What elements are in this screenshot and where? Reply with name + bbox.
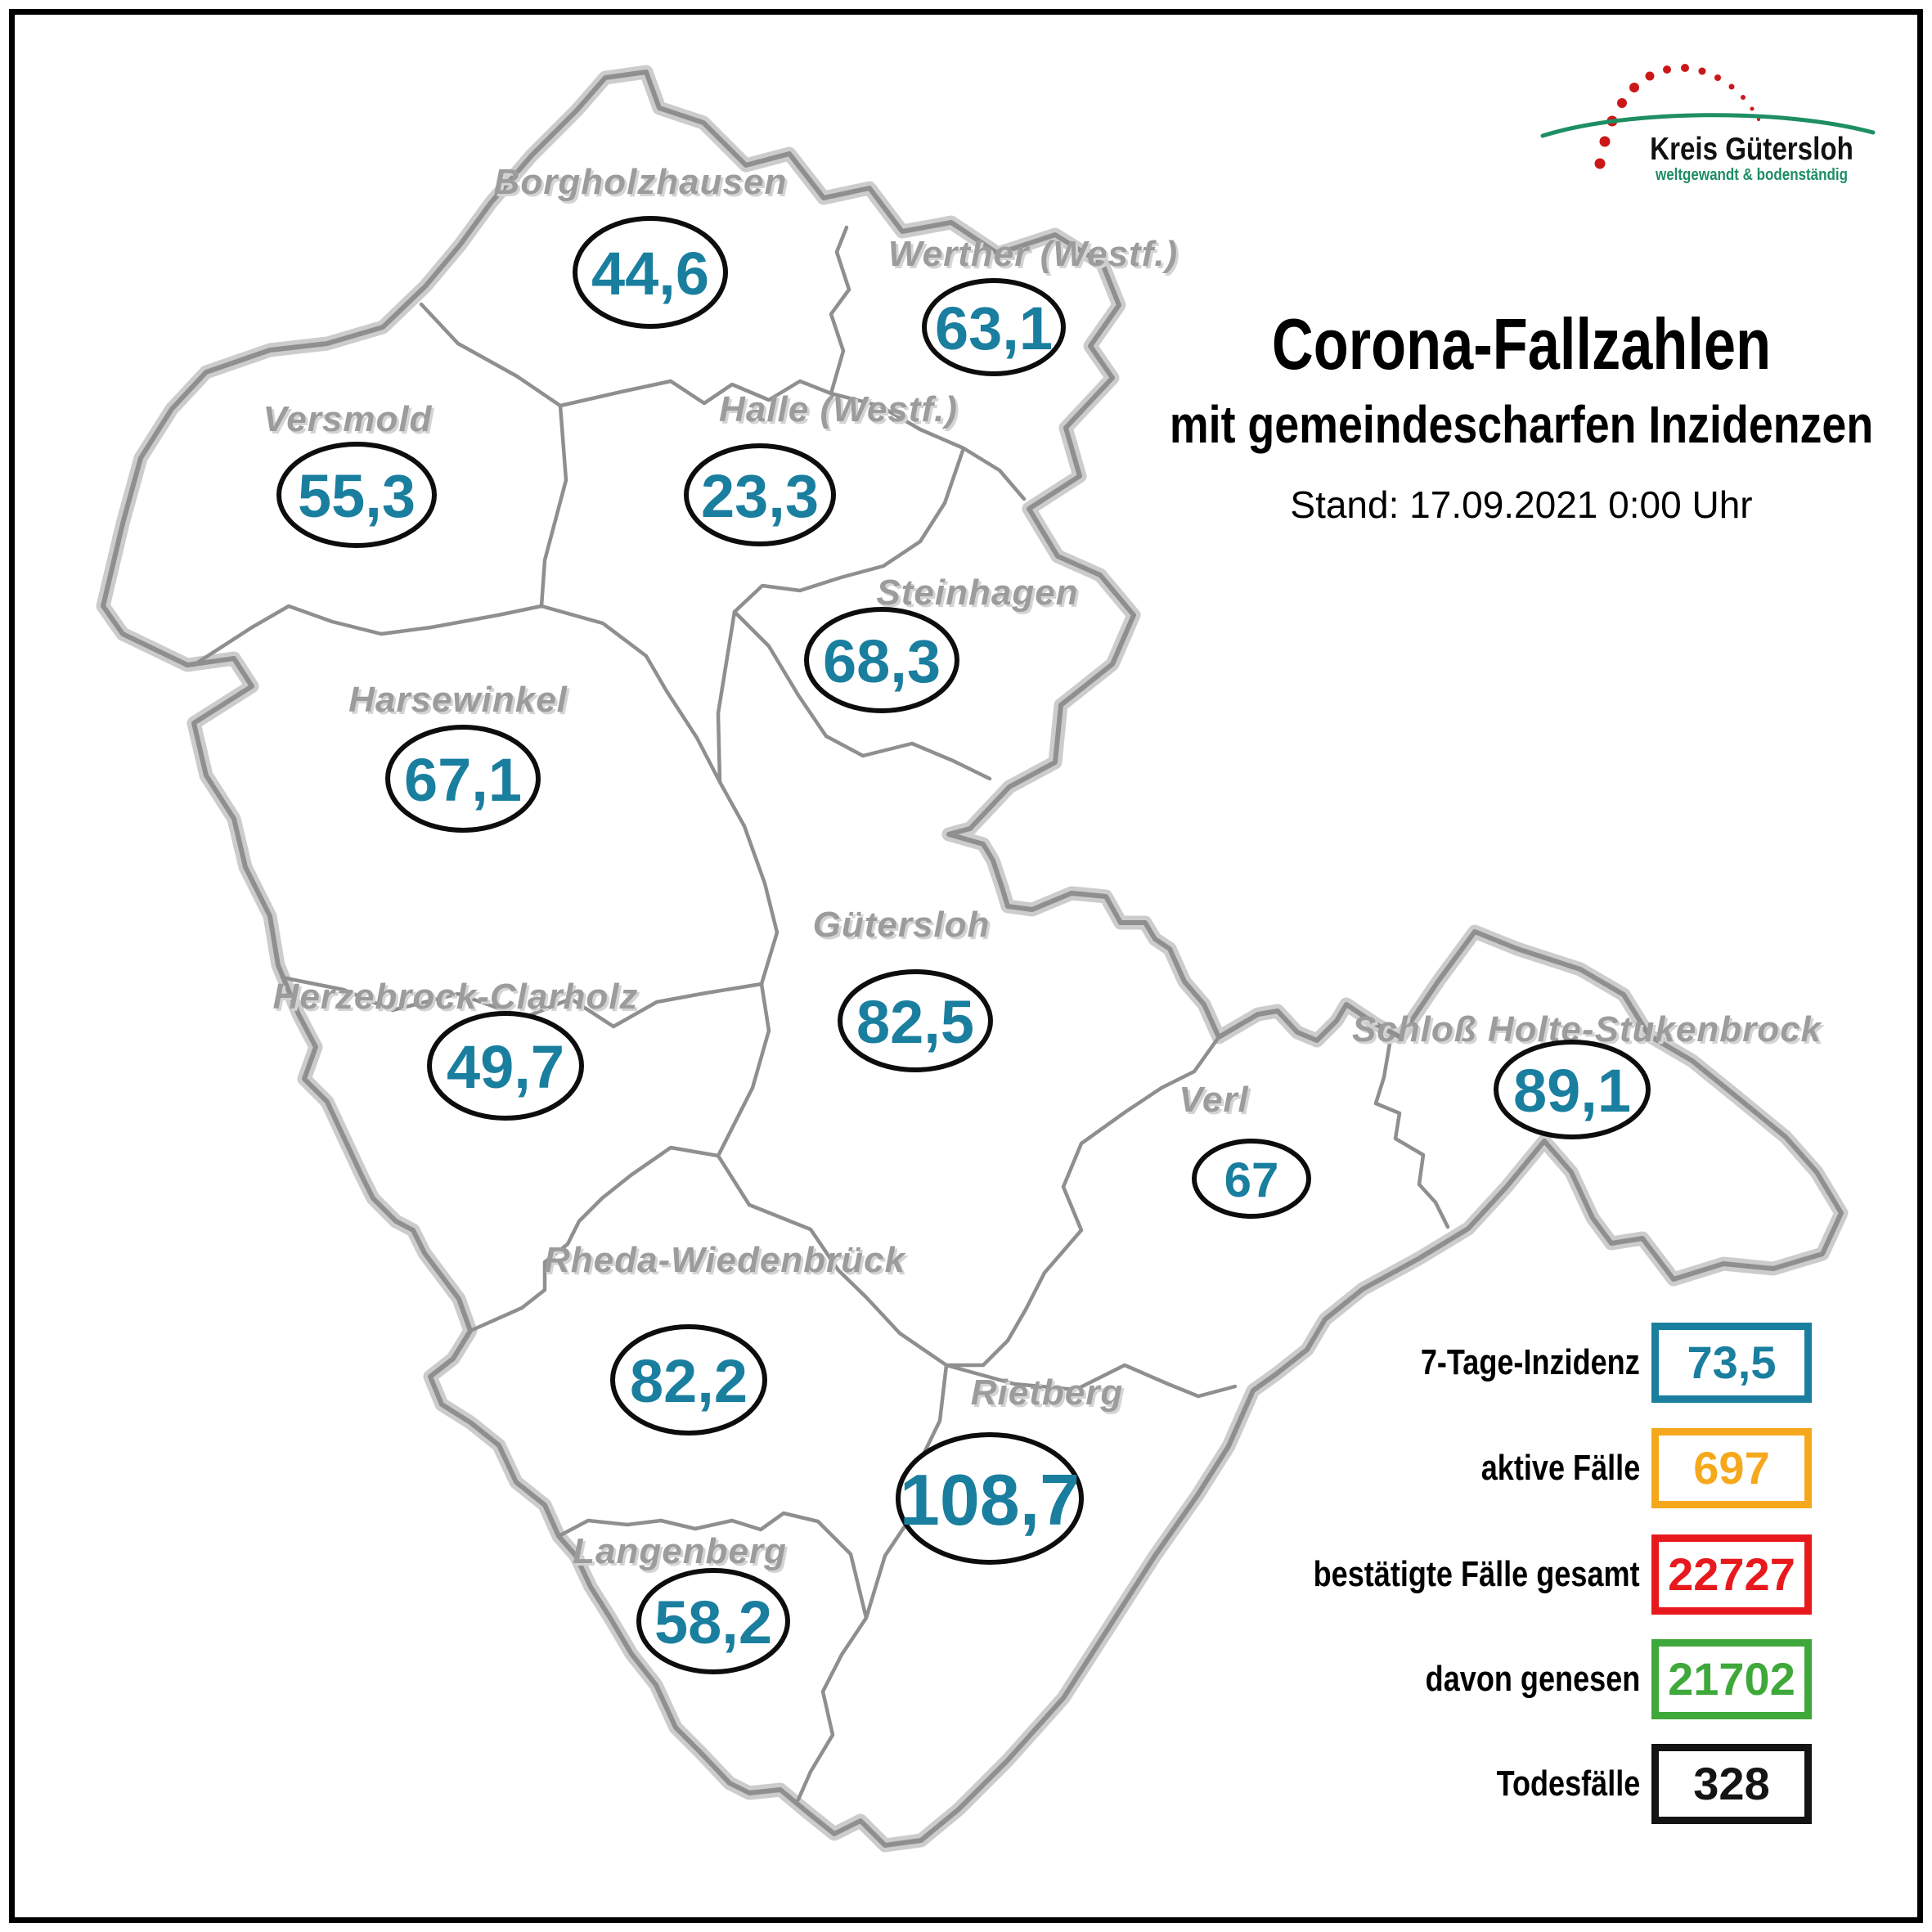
legend-value: 697 [1693, 1442, 1770, 1494]
incidence-ellipse [838, 969, 993, 1072]
incidence-ellipse [684, 443, 836, 546]
incidence-value: 23,3 [701, 462, 819, 530]
legend-value: 73,5 [1687, 1337, 1777, 1388]
legend-label: Todesfälle [1496, 1764, 1640, 1804]
incidence-value: 68,3 [823, 627, 941, 695]
page-title: Corona-Fallzahlen [1271, 303, 1772, 384]
incidence-value: 89,1 [1513, 1057, 1631, 1125]
incidence-ellipse [385, 725, 541, 833]
municipality-label-shadow: Halle (Westf.) [721, 392, 960, 432]
legend: 7-Tage-Inzidenz 73,5 aktive Fälle 697 bestät… [1129, 1283, 1832, 1855]
incidence-value: 63,1 [935, 294, 1053, 362]
municipality-label-shadow: Werther (Westf.) [891, 236, 1180, 276]
legend-label: aktive Fälle [1480, 1448, 1640, 1488]
logo-swoosh [1540, 113, 1876, 138]
municipality-label-shadow: Rheda-Wiedenbrück [546, 1242, 910, 1283]
logo-tagline: weltgewandt & bodenständig [1655, 165, 1848, 184]
logo-name: Kreis Gütersloh [1650, 130, 1853, 166]
legend-value: 21702 [1668, 1653, 1795, 1705]
legend-value-box: 697 [1651, 1428, 1812, 1508]
kreis-guetersloh-logo: Kreis Gütersloh weltgewandt & bodenständ… [1540, 64, 1876, 184]
municipality-label: Werther (Westf.) [888, 234, 1178, 274]
incidence-value: 82,2 [630, 1347, 748, 1415]
municipality-werther-westf: Werther (Westf.)Werther (Westf.)63,1 [888, 234, 1180, 376]
incidence-ellipse [573, 216, 728, 329]
incidence-ellipse [636, 1568, 790, 1674]
legend-row: 7-Tage-Inzidenz 73,5 [1129, 1323, 1832, 1403]
page-subtitle: mit gemeindescharfen Inzidenzen [1169, 395, 1874, 454]
municipality-label-shadow: Gütersloh [815, 907, 993, 947]
legend-value-box: 73,5 [1651, 1323, 1812, 1403]
incidence-ellipse [276, 442, 437, 548]
municipality-label-shadow: Rietberg [973, 1375, 1126, 1415]
incidence-ellipse [1192, 1139, 1311, 1219]
legend-value-box: 21702 [1651, 1639, 1812, 1719]
municipality-label: Rheda-Wiedenbrück [544, 1240, 907, 1280]
incidence-ellipse [610, 1324, 767, 1436]
legend-value: 328 [1693, 1758, 1770, 1809]
municipality-label: Borgholzhausen [494, 162, 788, 202]
municipality-label: Verl [1179, 1080, 1249, 1120]
incidence-ellipse [922, 278, 1066, 376]
legend-label: bestätigte Fälle gesamt [1313, 1554, 1640, 1594]
legend-row: Todesfälle 328 [1129, 1744, 1832, 1824]
legend-value-box: 328 [1651, 1744, 1812, 1824]
municipality-label-shadow: Steinhagen [878, 575, 1081, 615]
legend-label: 7-Tage-Inzidenz [1421, 1342, 1640, 1382]
municipality-label: Langenberg [573, 1531, 787, 1571]
incidence-value: 49,7 [447, 1033, 564, 1101]
incidence-value: 58,2 [654, 1588, 772, 1656]
municipality-label: Herzebrock-Clarholz [273, 977, 639, 1017]
incidence-value: 44,6 [591, 240, 709, 308]
legend-row: aktive Fälle 697 [1129, 1428, 1832, 1508]
image-border-frame [9, 9, 1923, 1923]
legend-value: 22727 [1668, 1548, 1795, 1600]
incidence-ellipse [804, 607, 959, 713]
municipal-boundaries [101, 70, 1844, 1848]
incidence-value: 82,5 [856, 988, 974, 1056]
status-date: Stand: 17.09.2021 0:00 Uhr [1290, 483, 1753, 526]
municipality-label-shadow: Verl [1181, 1082, 1251, 1122]
municipality-herzebrock-clarholz: Herzebrock-ClarholzHerzebrock-Clarholz49… [273, 977, 641, 1121]
municipality-label: Rietberg [971, 1373, 1123, 1413]
incidence-ellipse [1494, 1040, 1651, 1139]
incidence-value: 108,7 [900, 1459, 1080, 1540]
municipality-label-shadow: Langenberg [575, 1534, 789, 1574]
municipality-label-shadow: Borgholzhausen [496, 164, 790, 204]
legend-label: davon genesen [1425, 1659, 1640, 1699]
municipality-label: Halle (Westf.) [719, 389, 958, 429]
municipality-label: Steinhagen [876, 573, 1078, 613]
incidence-ellipse [896, 1432, 1084, 1565]
municipality-label: Harsewinkel [348, 680, 568, 720]
municipality-halle-westf: Halle (Westf.)Halle (Westf.)23,3 [684, 389, 960, 546]
incidence-ellipse [427, 1011, 584, 1121]
incidence-value: 67,1 [404, 746, 522, 814]
incidence-value: 55,3 [298, 462, 416, 530]
municipality-label-shadow: Versmold [266, 402, 435, 442]
municipality-label-shadow: Herzebrock-Clarholz [276, 979, 641, 1019]
municipality-label: Versmold [263, 399, 433, 439]
municipality-label-shadow: Harsewinkel [351, 682, 570, 722]
municipality-label: Gütersloh [813, 905, 991, 945]
legend-value-box: 22727 [1651, 1534, 1812, 1615]
legend-row: davon genesen 21702 [1129, 1639, 1832, 1719]
legend-row: bestätigte Fälle gesamt 22727 [1129, 1534, 1832, 1615]
incidence-value: 67 [1224, 1152, 1279, 1207]
